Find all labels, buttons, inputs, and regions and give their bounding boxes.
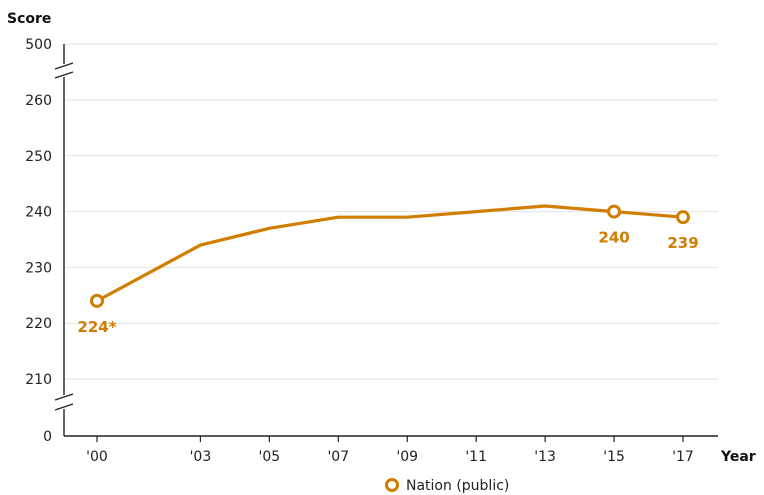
y-tick-label-0: 0 — [43, 429, 52, 445]
y-tick-label-230: 230 — [25, 260, 52, 276]
y-tick-labels: 0 210 220 230 240 250 260 500 — [25, 37, 52, 445]
x-tick-label-7: '15 — [603, 449, 625, 465]
axis-break-icon-1 — [54, 62, 74, 79]
x-tick-label-5: '11 — [465, 449, 487, 465]
x-tick-label-0: '00 — [86, 449, 108, 465]
x-axis-title: Year — [720, 449, 756, 465]
axes — [54, 44, 718, 437]
series-line — [95, 204, 685, 303]
data-labels: 224* 240 239 — [77, 229, 698, 336]
legend: Nation (public) — [385, 478, 509, 494]
x-tick-label-1: '03 — [190, 449, 212, 465]
data-label-17: 239 — [667, 234, 698, 252]
y-tick-label-500: 500 — [25, 37, 52, 53]
y-axis-title: Score — [7, 11, 51, 27]
data-label-15: 240 — [598, 229, 629, 247]
x-tick-label-6: '13 — [534, 449, 556, 465]
data-point-17 — [676, 210, 690, 225]
axis-break-icon-2 — [54, 393, 74, 411]
x-tick-labels: '00 '03 '05 '07 '09 '11 '13 '15 '17 — [86, 436, 694, 465]
gridlines — [64, 43, 718, 380]
data-point-15 — [607, 204, 622, 219]
x-tick-label-8: '17 — [672, 449, 694, 465]
y-tick-label-210: 210 — [25, 372, 52, 388]
y-tick-label-250: 250 — [25, 149, 52, 165]
x-tick-label-2: '05 — [259, 449, 281, 465]
y-tick-label-240: 240 — [25, 205, 52, 221]
series-nation-public — [90, 204, 690, 308]
data-point-00 — [90, 293, 104, 308]
legend-label: Nation (public) — [406, 478, 509, 494]
data-label-00: 224* — [77, 318, 116, 336]
y-tick-label-260: 260 — [25, 93, 52, 109]
y-tick-label-220: 220 — [25, 316, 52, 332]
x-tick-label-4: '09 — [396, 449, 418, 465]
x-tick-label-3: '07 — [327, 449, 349, 465]
legend-marker-icon — [385, 478, 399, 492]
